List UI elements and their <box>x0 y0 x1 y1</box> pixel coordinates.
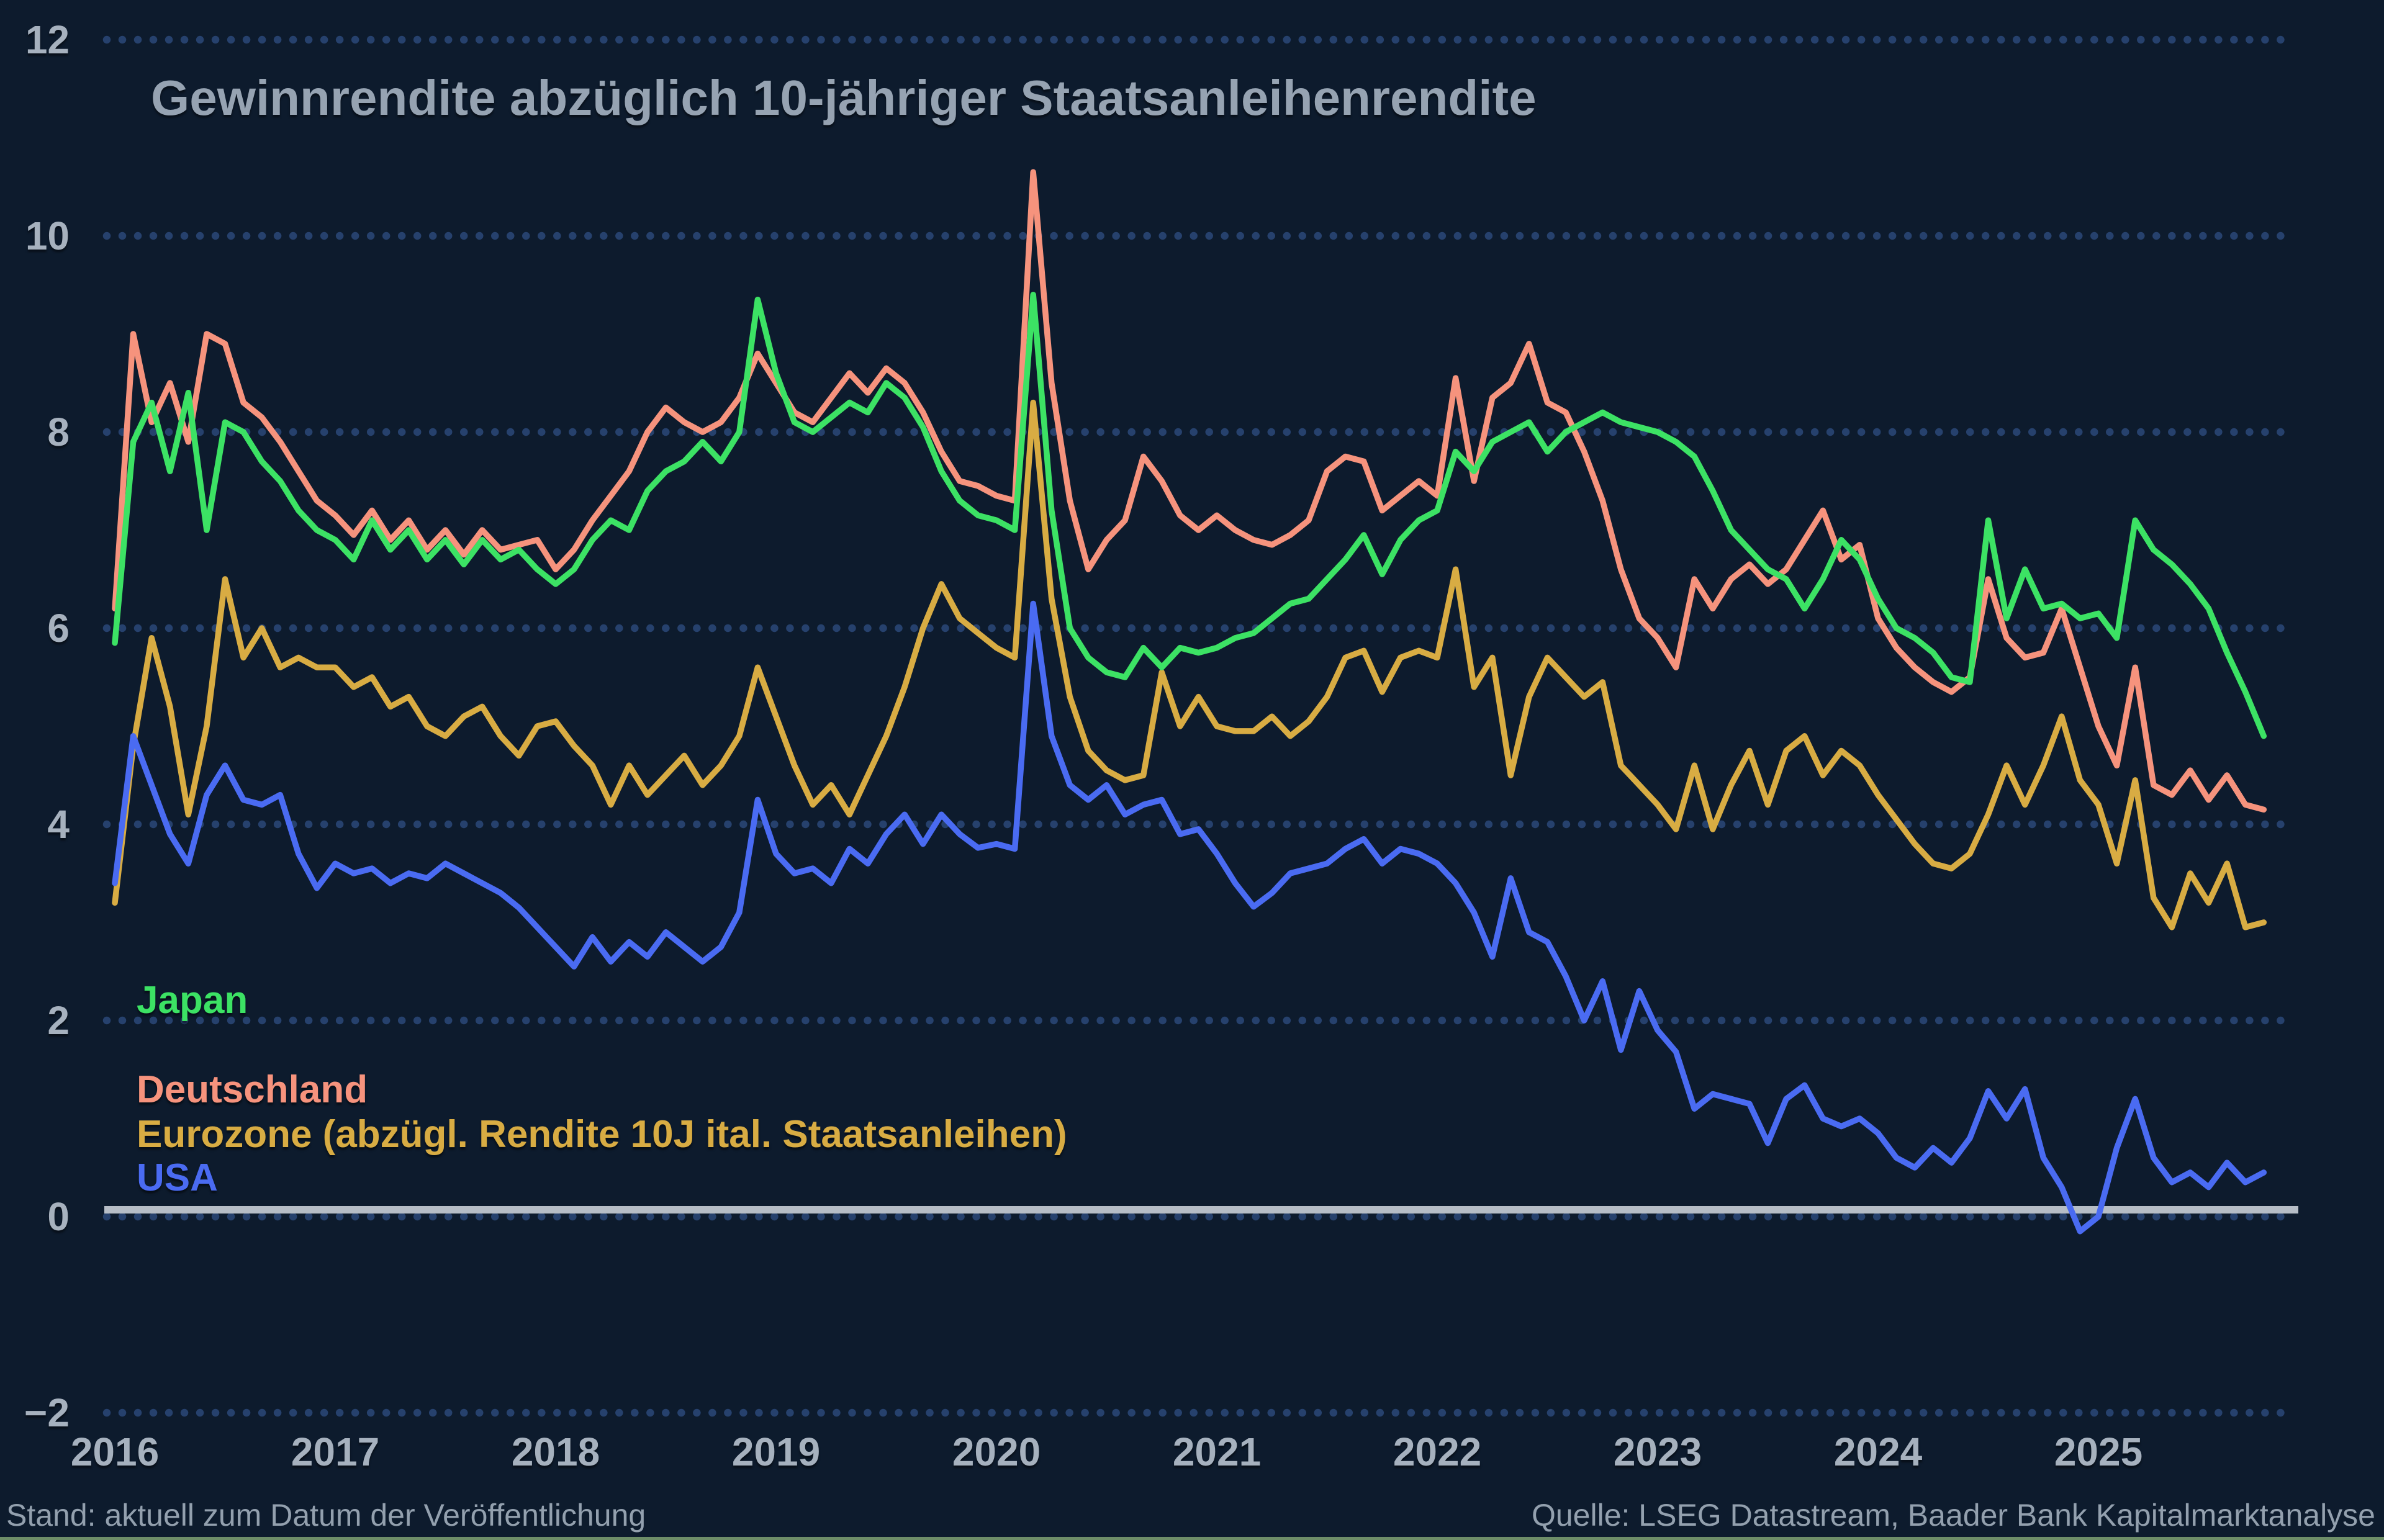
series-line-eurozone <box>112 399 2267 930</box>
y-axis-label-2: 2 <box>47 998 70 1043</box>
legend-label-eurozone: Eurozone (abzügl. Rendite 10J ital. Staa… <box>137 1113 1067 1156</box>
x-axis-label-2020: 2020 <box>952 1430 1041 1474</box>
bottom-accent-bar <box>0 1537 2384 1540</box>
legend-label-japan: Japan <box>137 979 248 1022</box>
x-axis-label-2023: 2023 <box>1613 1430 1702 1474</box>
y-axis-label-12: 12 <box>25 17 70 62</box>
y-axis-label-0: 0 <box>47 1194 70 1239</box>
x-axis-label-2018: 2018 <box>511 1430 600 1474</box>
y-axis-label-8: 8 <box>47 410 70 454</box>
x-axis-label-2019: 2019 <box>731 1430 821 1474</box>
chart-title: Gewinnrendite abzüglich 10-jähriger Staa… <box>151 70 1537 125</box>
x-axis-label-2024: 2024 <box>1833 1430 1923 1474</box>
series-line-usa <box>112 600 2267 1235</box>
y-axis-label--2: −2 <box>24 1390 70 1435</box>
x-axis-label-2017: 2017 <box>291 1430 380 1474</box>
legend-label-usa: USA <box>137 1156 218 1199</box>
y-axis-label-10: 10 <box>25 214 70 258</box>
series-line-japan <box>112 292 2267 739</box>
footer-status: Stand: aktuell zum Datum der Veröffentli… <box>6 1498 646 1533</box>
x-axis-label-2025: 2025 <box>2054 1430 2143 1474</box>
series-line-deutschland <box>112 169 2267 813</box>
y-axis-label-4: 4 <box>47 802 70 847</box>
x-axis-label-2021: 2021 <box>1172 1430 1262 1474</box>
y-axis-label-6: 6 <box>47 606 70 651</box>
x-axis-label-2016: 2016 <box>70 1430 160 1474</box>
legend-label-deutschland: Deutschland <box>137 1068 368 1111</box>
x-axis-label-2022: 2022 <box>1393 1430 1482 1474</box>
footer-source: Quelle: LSEG Datastream, Baader Bank Kap… <box>1531 1498 2375 1533</box>
